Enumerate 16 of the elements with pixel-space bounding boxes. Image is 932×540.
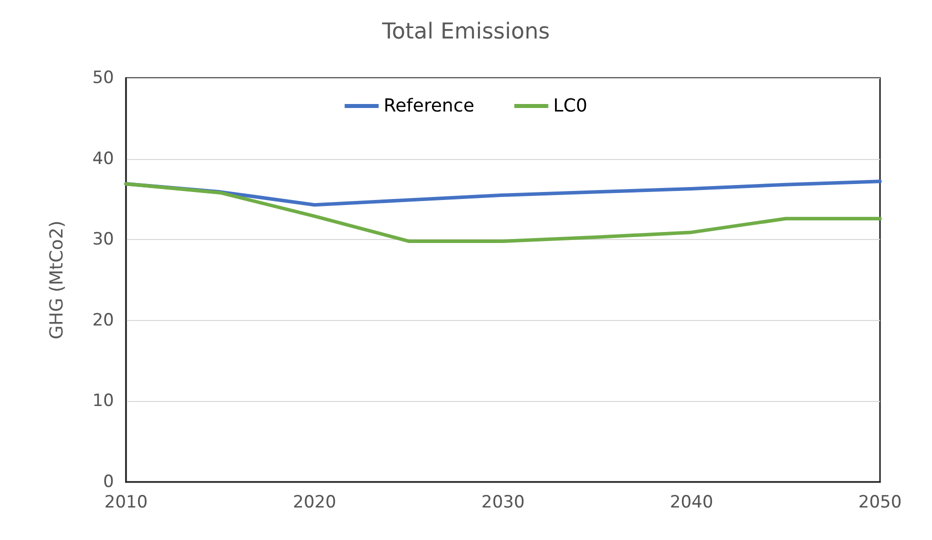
x-tick-label: 2020 [292, 492, 336, 512]
y-tick-label: 20 [92, 310, 114, 330]
line-series [124, 182, 882, 243]
y-tick-label: 30 [92, 230, 114, 250]
y-tick-label: 50 [92, 68, 114, 88]
legend-label: Reference [384, 96, 474, 116]
x-tick-label: 2040 [670, 492, 714, 512]
y-tick-label: 10 [92, 391, 114, 412]
legend-label: LC0 [553, 96, 588, 116]
y-axis-title: GHG (MtCo2) [46, 220, 68, 340]
chart-title: Total Emissions [381, 20, 550, 44]
x-tick-label: 2050 [858, 492, 902, 512]
x-tick-label: 2010 [104, 492, 148, 512]
y-tick-label: 0 [103, 472, 114, 492]
y-tick-label: 40 [92, 148, 114, 169]
x-tick-label: 2030 [481, 492, 525, 512]
